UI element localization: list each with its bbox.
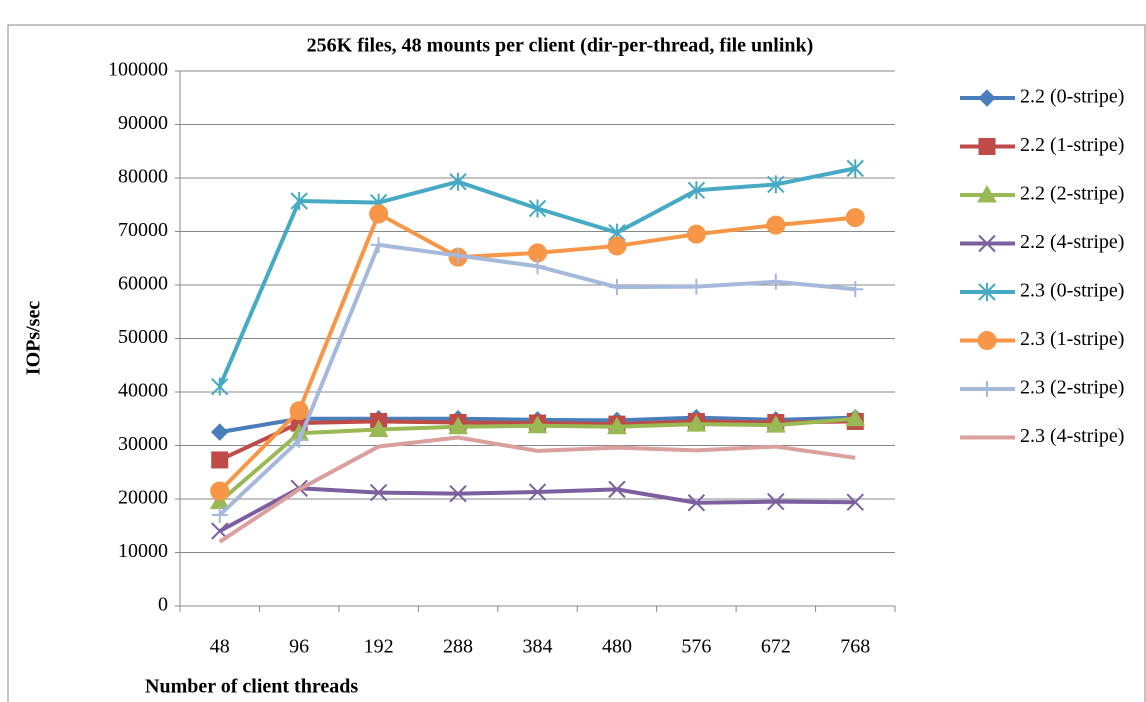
marker <box>845 408 866 427</box>
marker <box>608 279 625 296</box>
marker <box>846 493 864 511</box>
x-axis-label: Number of client threads <box>145 676 358 698</box>
y-tick-label: 90000 <box>118 112 168 134</box>
legend-label: 2.2 (0-stripe) <box>1020 86 1124 108</box>
marker <box>608 480 626 499</box>
x-tick-label: 768 <box>840 636 870 658</box>
y-axis-label: IOPs/sec <box>23 301 45 376</box>
marker <box>370 236 387 253</box>
chart-frame <box>7 24 1146 702</box>
legend-label: 2.3 (0-stripe) <box>1020 280 1124 302</box>
marker <box>529 258 546 275</box>
marker <box>977 184 997 203</box>
marker <box>977 331 997 350</box>
legend-label: 2.3 (4-stripe) <box>1020 425 1124 447</box>
y-tick-label: 30000 <box>118 433 168 455</box>
legend-label: 2.2 (2-stripe) <box>1020 183 1124 205</box>
marker <box>978 89 996 107</box>
marker <box>686 414 707 432</box>
marker <box>369 204 389 224</box>
legend-label: 2.3 (2-stripe) <box>1020 377 1124 399</box>
x-tick-label: 192 <box>364 636 394 658</box>
x-tick-label: 576 <box>681 636 711 658</box>
marker <box>978 283 996 301</box>
marker <box>290 192 308 211</box>
y-tick-label: 10000 <box>118 540 168 562</box>
marker <box>767 175 785 194</box>
marker <box>767 273 784 290</box>
y-tick-label: 60000 <box>118 273 168 295</box>
y-tick-label: 20000 <box>118 487 168 509</box>
series-line <box>218 435 856 544</box>
marker <box>450 247 467 264</box>
marker <box>289 401 309 421</box>
marker <box>687 494 706 512</box>
y-tick-label: 40000 <box>118 380 168 402</box>
marker <box>210 481 230 501</box>
marker <box>845 208 865 228</box>
marker <box>978 138 996 155</box>
marker <box>291 432 308 449</box>
marker <box>846 159 864 178</box>
marker <box>979 381 995 397</box>
y-tick-label: 100000 <box>108 59 168 81</box>
y-tick-label: 80000 <box>118 166 168 188</box>
marker <box>527 415 548 434</box>
y-tick-label: 70000 <box>118 219 168 241</box>
x-tick-label: 288 <box>443 636 473 658</box>
marker <box>607 236 627 256</box>
x-tick-label: 480 <box>602 636 632 658</box>
marker <box>607 416 627 435</box>
x-tick-label: 672 <box>761 636 791 658</box>
marker <box>449 484 467 503</box>
marker <box>687 181 706 200</box>
marker <box>688 278 705 295</box>
x-tick-label: 48 <box>210 636 230 658</box>
marker <box>847 281 864 298</box>
marker <box>448 416 468 435</box>
x-tick-label: 384 <box>523 636 553 658</box>
legend-label: 2.2 (1-stripe) <box>1020 134 1124 156</box>
marker <box>211 507 228 524</box>
legend-label: 2.3 (1-stripe) <box>1020 328 1124 350</box>
marker <box>765 415 786 433</box>
marker <box>211 451 229 469</box>
x-tick-label: 96 <box>289 636 309 658</box>
marker <box>211 423 229 441</box>
marker <box>368 419 389 437</box>
y-tick-label: 50000 <box>118 326 168 348</box>
marker <box>449 172 467 191</box>
marker <box>528 483 547 501</box>
marker <box>978 234 996 253</box>
chart-title: 256K files, 48 mounts per client (dir-pe… <box>307 35 814 57</box>
marker <box>211 377 229 396</box>
marker <box>686 224 706 244</box>
marker <box>766 215 786 235</box>
marker <box>528 199 547 218</box>
legend-label: 2.2 (4-stripe) <box>1020 231 1124 253</box>
y-tick-label: 0 <box>158 594 168 616</box>
marker <box>767 492 785 511</box>
marker <box>369 483 388 502</box>
